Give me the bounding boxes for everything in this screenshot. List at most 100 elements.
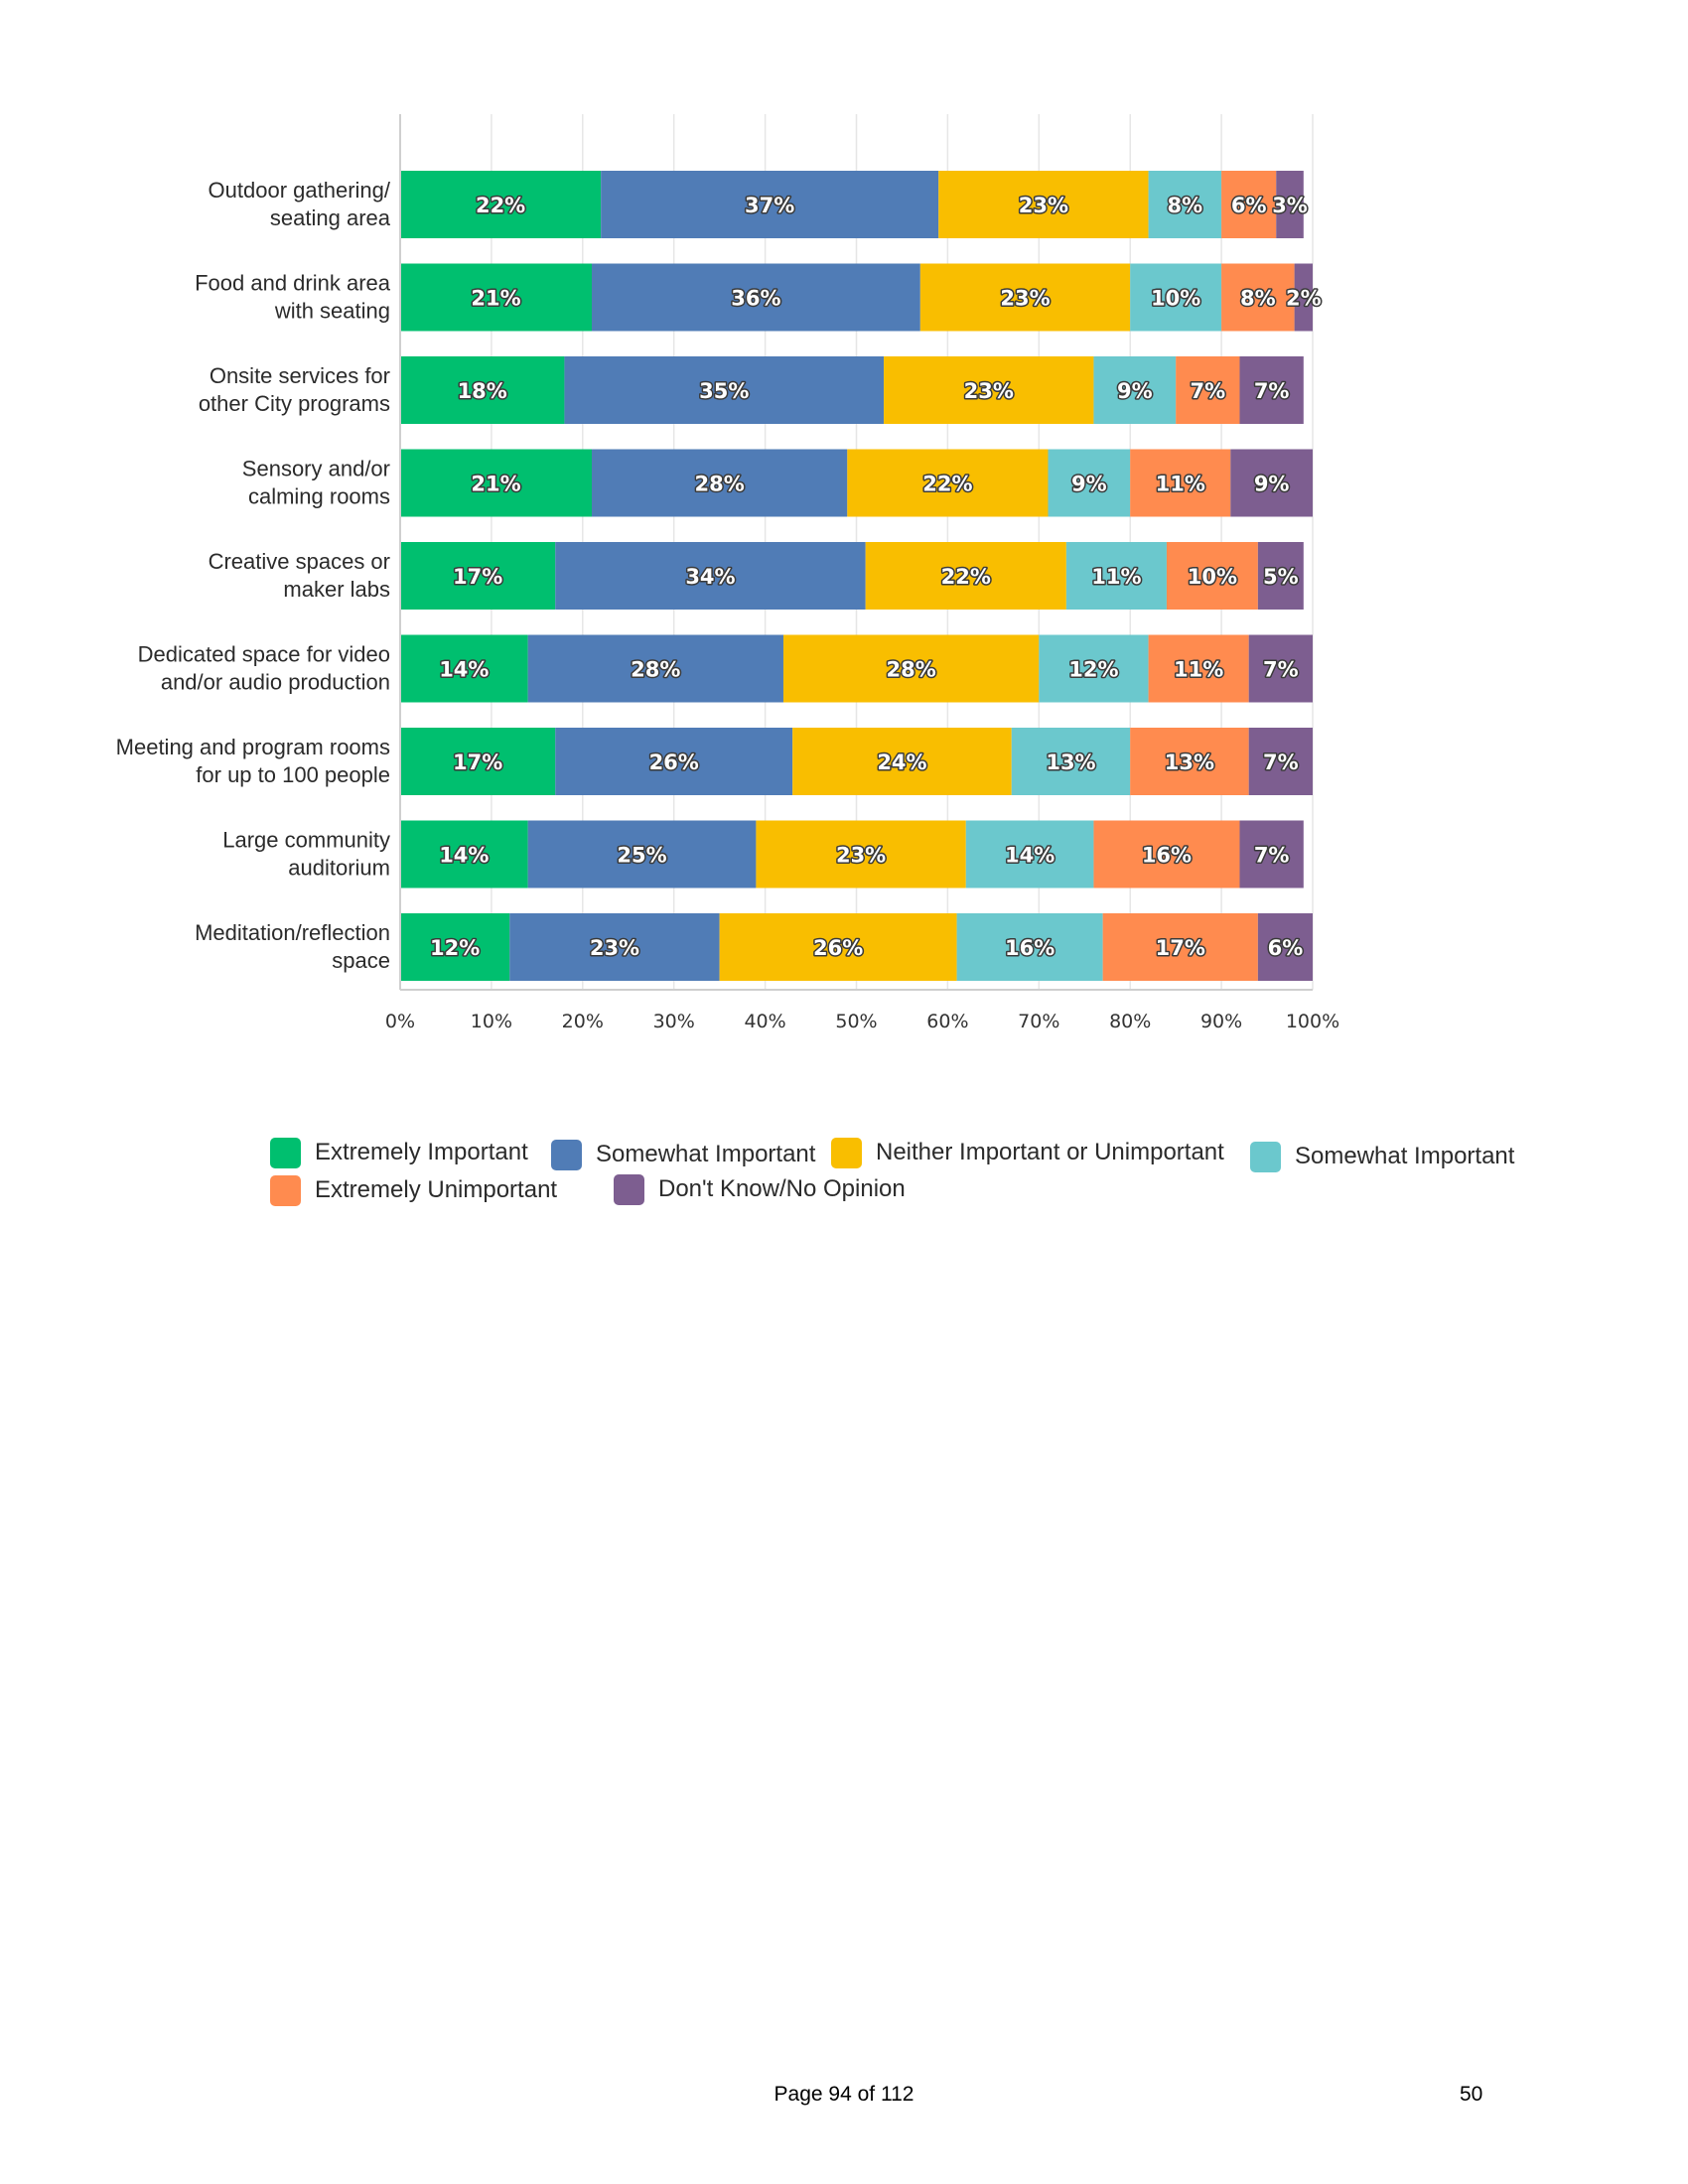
bar-data-label: 7%	[1254, 379, 1290, 403]
bar-segment	[527, 820, 757, 888]
bar-segment	[1276, 171, 1304, 238]
legend-swatch	[831, 1137, 862, 1168]
bar-data-label: 8%	[1240, 287, 1276, 311]
bar-segment	[1239, 820, 1304, 888]
bar-segment	[1011, 728, 1131, 795]
bar-segment	[1039, 634, 1149, 703]
bar-data-label: 22%	[941, 565, 991, 589]
bar-segment	[555, 728, 793, 795]
bar-segment	[601, 171, 939, 238]
bar-data-label: 14%	[439, 658, 489, 682]
bar-data-label: 13%	[1046, 751, 1095, 774]
bar-data-label: 21%	[471, 473, 520, 496]
bar-segment	[719, 913, 957, 981]
bar-segment	[1248, 728, 1313, 795]
category-label: Meeting and program rooms for up to 100 p…	[116, 735, 390, 787]
bar-segment	[1248, 634, 1313, 703]
bar-segment	[1257, 913, 1313, 981]
x-tick-labels: 0% 10% 20% 30% 40% 50% 60% 70% 80% 90% 100%	[385, 1011, 1339, 1032]
bar-data-label: 28%	[631, 658, 680, 682]
x-tick-label: 90%	[1200, 1011, 1242, 1032]
bar-data-label: 10%	[1188, 565, 1237, 589]
category-label: Food and drink area with seating	[195, 271, 391, 324]
legend-item: Neither Important or Unimportant	[831, 1136, 1224, 1169]
bar-data-label: 12%	[1068, 658, 1118, 682]
bar-data-label: 10%	[1151, 287, 1200, 311]
bar-segment	[1093, 356, 1177, 424]
x-tick-label: 70%	[1018, 1011, 1059, 1032]
bar-segment	[400, 634, 528, 703]
bar-segment	[1048, 449, 1131, 517]
category-label: Onsite services for other City programs	[199, 363, 390, 416]
legend-item: Don't Know/No Opinion	[614, 1172, 906, 1206]
legend: Extremely Important Somewhat Important Nei…	[270, 1136, 1561, 1225]
bar-segment	[1239, 356, 1304, 424]
bar-segment	[1148, 634, 1249, 703]
x-tick-label: 40%	[744, 1011, 785, 1032]
legend-label: Extremely Important	[315, 1139, 528, 1165]
category-label: Sensory and/or calming rooms	[242, 457, 390, 509]
bar-data-label: 11%	[1156, 473, 1205, 496]
bar-segment	[865, 542, 1066, 610]
bar-data-label: 23%	[1019, 194, 1068, 217]
bar-segment	[938, 171, 1149, 238]
x-tick-label: 60%	[926, 1011, 968, 1032]
legend-swatch	[614, 1173, 644, 1205]
bar-data-label: 5%	[1263, 565, 1299, 589]
bar-data-label: 23%	[590, 936, 639, 960]
bar-data-label: 37%	[745, 194, 794, 217]
bar-segment	[555, 542, 866, 610]
bar-data-label: 7%	[1190, 379, 1225, 403]
x-tick-label: 30%	[653, 1011, 695, 1032]
x-tick-label: 100%	[1286, 1011, 1339, 1032]
legend-item: Extremely Unimportant	[270, 1173, 557, 1207]
page-number: 50	[1460, 2083, 1483, 2106]
bar-data-label: 16%	[1142, 844, 1192, 868]
bar-segment	[792, 728, 1012, 795]
bar-segment	[884, 356, 1094, 424]
bar-segment	[591, 263, 920, 332]
bar-data-label: 24%	[877, 751, 926, 774]
bar-segment	[1130, 449, 1231, 517]
bar-data-label: 17%	[453, 565, 502, 589]
bar-segment	[527, 634, 783, 703]
category-label: Meditation/reflection space	[195, 920, 390, 973]
bar-data-label: 6%	[1268, 936, 1304, 960]
bar-segment	[847, 449, 1049, 517]
bar-segment	[1294, 263, 1313, 332]
bar-segment	[965, 820, 1094, 888]
stacked-bar-chart: 22% 37% 23% 8% 6% 3%21% 36% 23% 10% 8% 2%18% 35% 23%…	[116, 114, 1339, 1032]
category-label: Large community auditorium	[222, 828, 390, 881]
bar-data-label: 36%	[731, 287, 780, 311]
bar-data-label: 25%	[617, 844, 666, 868]
bar-segment	[919, 263, 1131, 332]
bar-data-label: 18%	[458, 379, 507, 403]
bar-data-label: 9%	[1071, 473, 1107, 496]
bar-segment	[400, 728, 556, 795]
bar-data-label: 6%	[1231, 194, 1267, 217]
category-label: Dedicated space for video and/or audio pr…	[138, 642, 390, 695]
bar-data-label: 9%	[1254, 473, 1290, 496]
legend-label: Don't Know/No Opinion	[658, 1175, 906, 1202]
bar-data-label: 2%	[1286, 287, 1322, 311]
x-tick-label: 80%	[1109, 1011, 1151, 1032]
bar-segment	[1130, 263, 1222, 332]
bar-segment	[400, 356, 565, 424]
bar-segment	[1257, 542, 1304, 610]
bar-data-label: 28%	[695, 473, 745, 496]
x-tick-label: 50%	[835, 1011, 877, 1032]
bar-segment	[1230, 449, 1313, 517]
bar-data-label: 23%	[964, 379, 1014, 403]
bar-segment	[782, 634, 1040, 703]
legend-label: Somewhat Important	[1295, 1143, 1515, 1169]
bar-data-label: 8%	[1168, 194, 1203, 217]
bar-segment	[1130, 728, 1249, 795]
bar-segment	[591, 449, 848, 517]
legend-swatch	[270, 1174, 301, 1206]
legend-swatch	[551, 1139, 582, 1170]
legend-swatch	[270, 1137, 301, 1168]
bar-segment	[1148, 171, 1222, 238]
bar-segment	[400, 820, 528, 888]
bar-data-label: 7%	[1263, 751, 1299, 774]
legend-swatch	[1250, 1141, 1281, 1172]
